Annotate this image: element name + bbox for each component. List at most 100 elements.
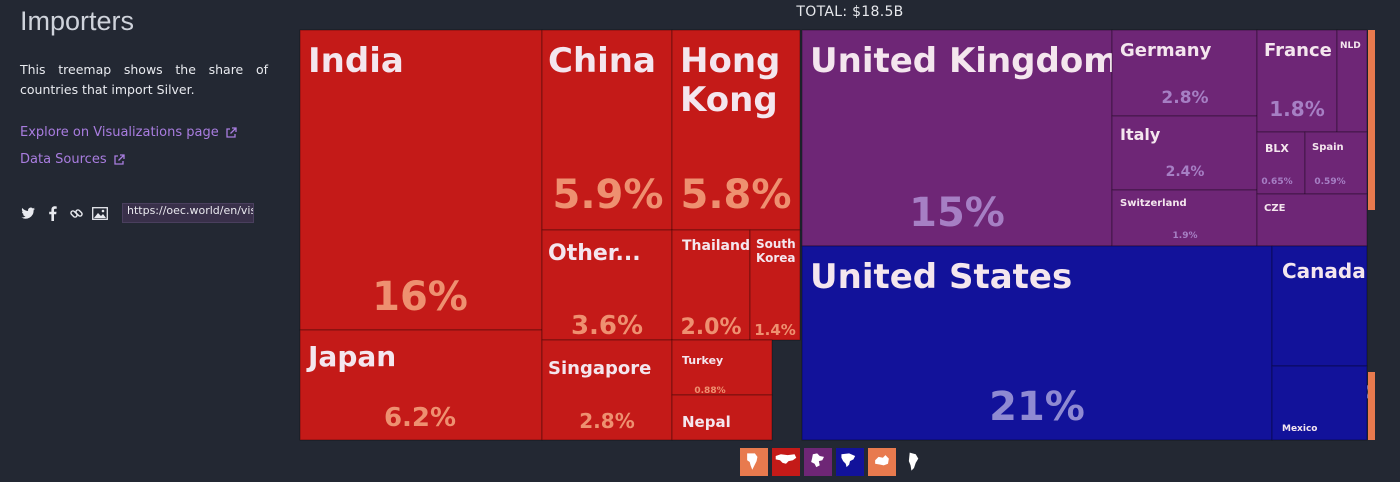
tile-name-label: NLD	[1340, 41, 1361, 51]
tile-share-label: 2.0%	[680, 315, 741, 340]
tile-name-label: Thailand	[682, 238, 750, 254]
tile-share-label: 1.8%	[1269, 97, 1324, 121]
tile-mexico[interactable]: Mexico	[1271, 365, 1368, 441]
tile-name-label: Spain	[1312, 142, 1344, 153]
share-url-field[interactable]: https://oec.world/en/vis	[122, 203, 254, 223]
tile-rect-south-korea	[749, 229, 801, 341]
tile-share-label: 1.4%	[754, 321, 796, 339]
continent-button-europe[interactable]	[804, 448, 832, 476]
twitter-icon[interactable]	[20, 205, 36, 221]
tile-small-region-0[interactable]	[1368, 30, 1375, 210]
tile-name-label: Hong Kong	[680, 41, 780, 120]
tile-share-label: 0.88%	[694, 386, 725, 396]
continent-button-oceania[interactable]	[868, 448, 896, 476]
tile-rect-india	[299, 29, 543, 331]
tile-rect-nepal	[671, 394, 773, 441]
tile-rect-italy	[1111, 115, 1258, 191]
explore-link[interactable]: Explore on Visualizations page	[20, 125, 237, 140]
chart-total: TOTAL: $18.5B	[796, 4, 904, 20]
tile-name-label: China	[548, 41, 656, 81]
tile-share-label: 3.6%	[571, 311, 643, 341]
tile-name-label: Other...	[548, 241, 641, 266]
image-icon[interactable]	[92, 205, 108, 221]
link-icon[interactable]	[68, 205, 84, 221]
tile-rect-other	[541, 229, 673, 341]
tile-rect-united-states	[801, 245, 1273, 441]
tile-rect-france	[1256, 29, 1338, 133]
tile-name-label: United States	[810, 257, 1072, 297]
data-sources-label: Data Sources	[20, 152, 107, 167]
continent-button-africa[interactable]	[740, 448, 768, 476]
tile-share-label: 6.2%	[384, 403, 456, 433]
tile-rect-singapore	[541, 339, 673, 441]
tile-india[interactable]: India 16%	[299, 29, 543, 331]
tile-hong-kong[interactable]: Hong Kong 5.8%	[671, 29, 801, 231]
tile-name-label: United Kingdom	[810, 41, 1119, 81]
tile-france[interactable]: France 1.8%	[1256, 29, 1338, 133]
continent-button-south-america[interactable]	[900, 448, 928, 476]
tile-share-label: 2.8%	[579, 409, 634, 433]
continent-button-asia[interactable]	[772, 448, 800, 476]
tile-rect-japan	[299, 329, 543, 441]
tile-name-label: Nepal	[682, 413, 731, 431]
tile-germany[interactable]: Germany 2.8%	[1111, 29, 1258, 117]
tile-south-korea[interactable]: South Korea 1.4%	[749, 229, 801, 341]
oceania-icon	[875, 455, 889, 466]
africa-icon	[747, 453, 758, 470]
tile-name-label: South Korea	[756, 237, 796, 265]
tile-rect-nld	[1336, 29, 1368, 133]
tile-cze[interactable]: CZE	[1256, 193, 1368, 247]
tile-nepal[interactable]: Nepal	[671, 394, 773, 441]
tile-share-label: 2.4%	[1166, 164, 1205, 180]
tile-china[interactable]: China 5.9%	[541, 29, 673, 231]
tile-name-label: Italy	[1120, 125, 1161, 144]
tile-rect-cze	[1256, 193, 1368, 247]
south-america-icon	[908, 452, 919, 471]
tile-other[interactable]: Other... 3.6%	[541, 229, 673, 341]
tile-share-label: 2.8%	[1161, 88, 1208, 108]
tile-nld[interactable]: NLD	[1336, 29, 1368, 133]
tile-united-states[interactable]: United States 21%	[801, 245, 1273, 441]
tile-name-label: Germany	[1120, 40, 1212, 61]
tile-rect-china	[541, 29, 673, 231]
tile-share-label: 5.9%	[553, 172, 664, 218]
tile-share-label: 0.59%	[1314, 177, 1345, 187]
tile-share-label: 21%	[989, 384, 1085, 430]
tile-name-label: CZE	[1264, 203, 1286, 214]
continent-filter-bar	[740, 448, 928, 476]
data-sources-link[interactable]: Data Sources	[20, 152, 125, 167]
tile-share-label: 1.9%	[1173, 231, 1198, 241]
tile-italy[interactable]: Italy 2.4%	[1111, 115, 1258, 191]
tile-switzerland[interactable]: Switzerland 1.9%	[1111, 189, 1258, 247]
tile-name-label: France	[1264, 40, 1332, 61]
external-link-icon	[113, 153, 125, 166]
facebook-icon[interactable]	[44, 205, 60, 221]
tile-rect-hong-kong	[671, 29, 801, 231]
north-america-icon	[841, 453, 856, 468]
tile-share-label: 16%	[372, 274, 468, 320]
page-title: Importers	[20, 6, 135, 36]
tile-spain[interactable]: Spain 0.59%	[1304, 131, 1368, 195]
tile-blx[interactable]: BLX 0.65%	[1256, 131, 1306, 195]
tile-thailand[interactable]: Thailand 2.0%	[671, 229, 751, 341]
tile-rect-mexico	[1271, 365, 1368, 441]
tile-small-region-1[interactable]	[1368, 372, 1375, 440]
tile-japan[interactable]: Japan 6.2%	[299, 329, 543, 441]
tile-name-label: Switzerland	[1120, 198, 1187, 209]
tile-singapore[interactable]: Singapore 2.8%	[541, 339, 673, 441]
tile-name-label: India	[308, 41, 404, 81]
tile-turkey[interactable]: Turkey 0.88%	[671, 339, 773, 396]
tile-share-label: 0.65%	[1261, 177, 1292, 187]
tile-united-kingdom[interactable]: United Kingdom 15%	[801, 29, 1119, 247]
tile-name-label: Turkey	[682, 354, 723, 367]
tile-rect-united-kingdom	[801, 29, 1113, 247]
continent-button-north-america[interactable]	[836, 448, 864, 476]
tile-name-label: Canada	[1282, 259, 1366, 283]
tile-share-label: 5.8%	[681, 172, 792, 218]
europe-icon	[811, 453, 824, 468]
tile-share-label: 15%	[909, 190, 1005, 236]
external-link-icon	[225, 126, 237, 139]
share-row: https://oec.world/en/vis	[20, 203, 254, 223]
sidebar: Importers This treemap shows the share o…	[0, 0, 290, 482]
